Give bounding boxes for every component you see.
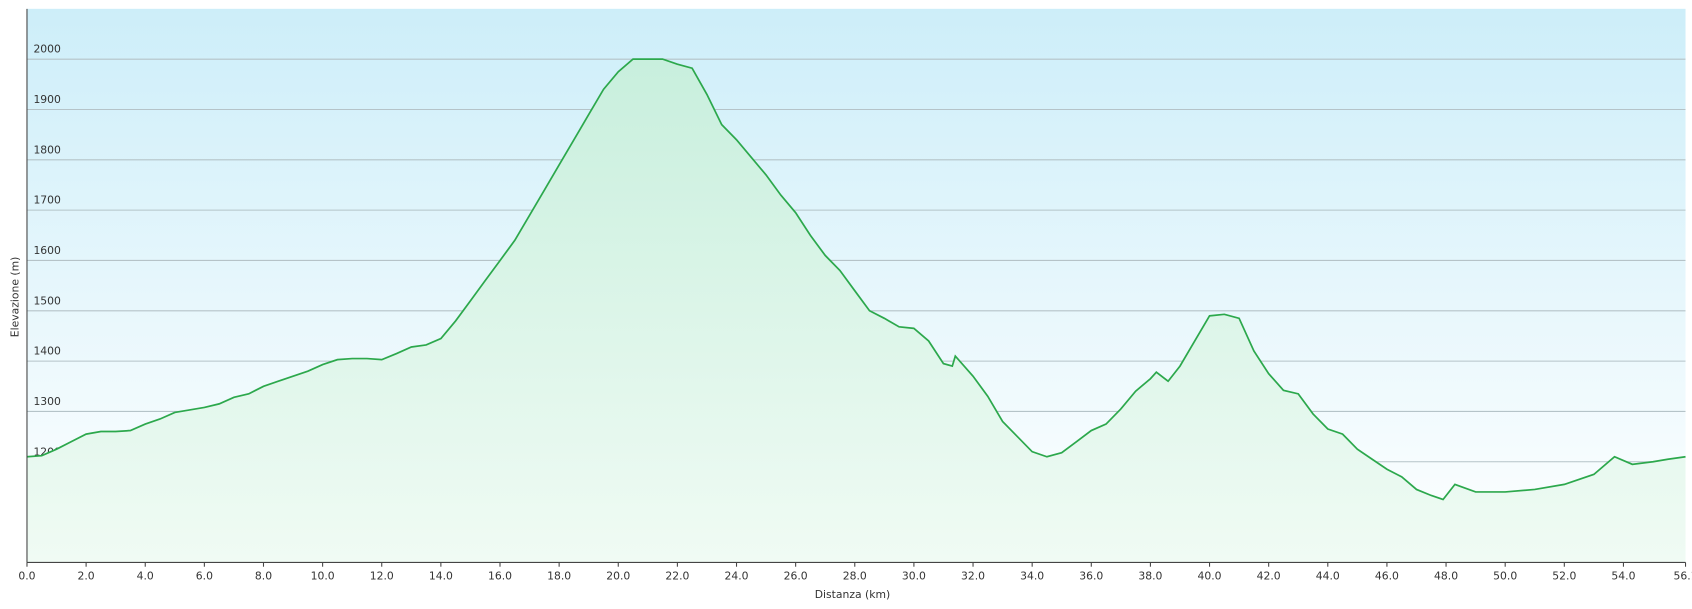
x-tick-label: 22.0 [665,570,689,583]
x-tick-label: 16.0 [488,570,512,583]
y-tick-label: 1400 [33,345,61,358]
y-axis-title: Elevazione (m) [8,257,21,337]
x-tick-label: 50.0 [1493,570,1517,583]
x-tick-label: 42.0 [1257,570,1281,583]
x-tick-label: 24.0 [725,570,749,583]
x-tick-label: 38.0 [1138,570,1162,583]
x-tick-label: 18.0 [547,570,571,583]
y-tick-label: 1900 [33,93,61,106]
x-axis-title: Distanza (km) [815,588,890,601]
x-tick-label: 20.0 [606,570,630,583]
y-tick-label: 1500 [33,294,61,307]
x-tick-label: 40.0 [1198,570,1222,583]
x-tick-label: 28.0 [843,570,867,583]
x-tick-label: 4.0 [137,570,154,583]
x-tick-label: 36.0 [1079,570,1103,583]
x-tick-label: 14.0 [429,570,453,583]
y-tick-label: 1700 [33,194,61,207]
x-tick-label: 32.0 [961,570,985,583]
x-tick-label: 2.0 [78,570,95,583]
x-tick-label: 12.0 [370,570,394,583]
area-fill [26,59,1686,563]
y-tick-label: 2000 [33,43,61,56]
x-tick-label: 26.0 [784,570,808,583]
x-tick-label: 46.0 [1375,570,1399,583]
x-tick-label: 6.0 [196,570,213,583]
y-tick-label: 1600 [33,244,61,257]
elevation-line [26,58,1686,501]
x-tick-label: 34.0 [1020,570,1044,583]
x-tick-label: 54.0 [1611,570,1635,583]
x-tick-label: 52.0 [1552,570,1576,583]
x-tick-label: 56.1 [1674,570,1692,583]
x-tick-label: 10.0 [311,570,335,583]
x-tick-label: 0.0 [18,570,35,583]
y-tick-label: 1800 [33,143,61,156]
x-tick-label: 30.0 [902,570,926,583]
x-tick-label: 48.0 [1434,570,1458,583]
x-tick-label: 8.0 [255,570,272,583]
y-tick-label: 1300 [33,395,61,408]
x-tick-label: 44.0 [1316,570,1340,583]
